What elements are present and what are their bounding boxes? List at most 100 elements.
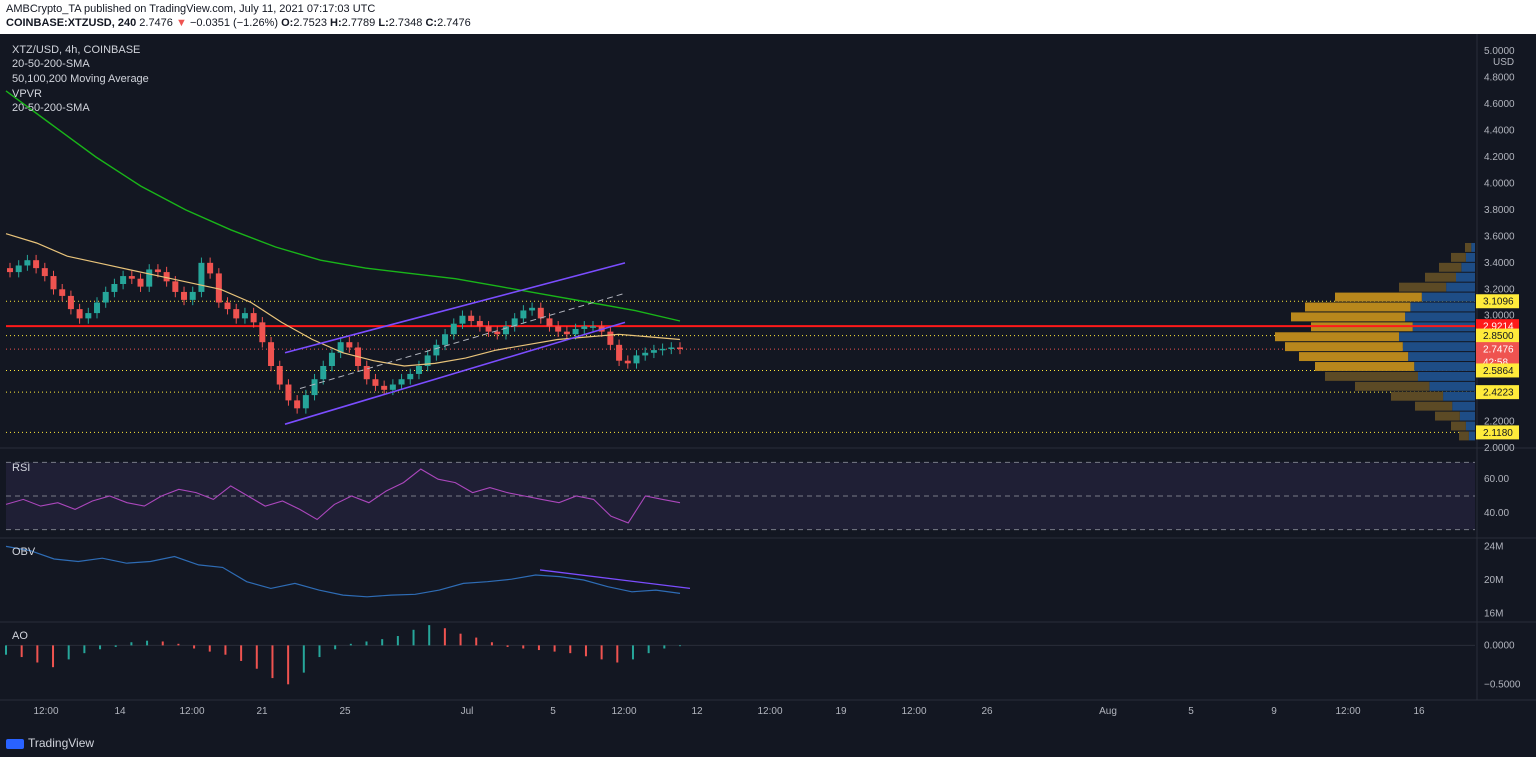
vpvr-bar-down: [1335, 292, 1422, 302]
vpvr-bar-down: [1325, 371, 1418, 381]
vpvr-bar-up: [1429, 381, 1475, 391]
obv-tick-label: 20M: [1484, 575, 1503, 586]
candle-body: [189, 291, 196, 300]
y-tick-label: 2.0000: [1484, 443, 1515, 454]
pane-label-rsi[interactable]: RSI: [12, 462, 31, 474]
candle-body: [677, 347, 683, 349]
y-tick-label: 4.0000: [1484, 178, 1515, 189]
candle-body: [624, 360, 631, 364]
low-label: L:: [378, 17, 389, 29]
candle-body: [207, 262, 214, 274]
indicator-vpvr[interactable]: VPVR: [12, 88, 42, 100]
indicator-moving-average[interactable]: 50,100,200 Moving Average: [12, 73, 149, 85]
tradingview-logo[interactable]: TradingView: [6, 736, 94, 750]
low-value: 2.7348: [388, 17, 423, 29]
publish-line: AMBCrypto_TA published on TradingView.co…: [6, 3, 376, 15]
candle-body: [572, 328, 579, 335]
vpvr-bar-up: [1465, 421, 1475, 431]
candle-body: [41, 268, 48, 277]
pane-label-ao[interactable]: AO: [12, 630, 28, 642]
x-tick-label: 21: [256, 706, 268, 717]
indicator-sma-2[interactable]: 20-50-200-SMA: [12, 102, 90, 114]
vpvr-bar-up: [1461, 262, 1475, 272]
candle-body: [24, 260, 31, 266]
candle-body: [285, 384, 292, 401]
candle-body: [555, 326, 562, 332]
y-tick-label: 3.8000: [1484, 205, 1515, 216]
candle-body: [33, 260, 40, 269]
indicator-pair[interactable]: XTZ/USD, 4h, COINBASE: [12, 44, 141, 56]
y-tick-label: 4.6000: [1484, 99, 1515, 110]
tradingview-logo-icon: [6, 738, 24, 749]
brand-text: TradingView: [28, 736, 95, 750]
price-tag-label: 3.1096: [1483, 297, 1514, 308]
y-tick-label: 3.2000: [1484, 284, 1515, 295]
candle-body: [502, 326, 509, 335]
candle-body: [163, 272, 170, 282]
vpvr-bar-up: [1408, 352, 1475, 362]
vpvr-bar-down: [1305, 302, 1411, 312]
candle-body: [302, 395, 309, 409]
vpvr-bar-up: [1443, 391, 1475, 401]
candle-body: [181, 291, 188, 300]
price-tag: [1476, 294, 1519, 309]
y-tick-label: 3.4000: [1484, 258, 1515, 269]
vpvr-bar-down: [1451, 252, 1466, 262]
candle-body: [537, 307, 544, 319]
candle-body: [268, 342, 275, 366]
vpvr-bar-up: [1456, 272, 1475, 282]
chart-canvas[interactable]: 5.0000 4.8000 4.6000 4.4000 4.2000 4.0000 3.80…: [0, 34, 1536, 728]
candle-body: [102, 291, 109, 303]
x-tick-label: 12:00: [611, 706, 636, 717]
sma-50-line: [5, 233, 681, 367]
pane-label-obv[interactable]: OBV: [12, 546, 36, 558]
candle-body: [250, 313, 257, 323]
candle-body: [589, 326, 596, 328]
x-tick-label: 19: [835, 706, 847, 717]
x-tick-label: Jul: [461, 706, 474, 717]
candle-body: [433, 344, 440, 356]
vpvr-bar-up: [1465, 252, 1475, 262]
candle-body: [468, 315, 475, 322]
candle-body: [563, 331, 570, 335]
x-tick-label: 12:00: [901, 706, 926, 717]
ao-tick-label: −0.5000: [1484, 679, 1521, 690]
high-label: H:: [330, 17, 342, 29]
obv-trendline: [539, 569, 691, 590]
vpvr-bar-up: [1410, 302, 1475, 312]
candle-body: [642, 352, 649, 356]
vpvr-bar-down: [1399, 282, 1447, 292]
vpvr-bar-down: [1275, 332, 1399, 342]
candle-body: [494, 331, 501, 335]
candle-body: [215, 273, 222, 303]
vpvr-bar-down: [1391, 391, 1444, 401]
candle-body: [85, 313, 92, 319]
ao-tick-label: 0.0000: [1484, 640, 1515, 651]
y-tick-label: 2.2000: [1484, 417, 1515, 428]
price-tag-label: 2.7476: [1483, 345, 1514, 356]
vpvr-bar-down: [1285, 342, 1403, 352]
candle-body: [546, 318, 553, 327]
price-tag-label: 2.5864: [1483, 366, 1514, 377]
candle-body: [581, 326, 588, 329]
channel-upper-line: [284, 262, 626, 354]
close-value: 2.7476: [437, 17, 471, 29]
vpvr-bar-down: [1435, 411, 1460, 421]
candle-body: [633, 355, 640, 364]
price-tag-label: 2.9214: [1483, 322, 1514, 333]
x-tick-label: 12:00: [757, 706, 782, 717]
vpvr-bar-up: [1414, 362, 1475, 371]
x-tick-label: 14: [114, 706, 126, 717]
y-tick-label: 4.4000: [1484, 126, 1515, 137]
x-tick-label: 12:00: [33, 706, 58, 717]
indicator-sma-1[interactable]: 20-50-200-SMA: [12, 58, 90, 70]
high-value: 2.7789: [341, 17, 376, 29]
vpvr-bar-up: [1471, 243, 1475, 252]
y-tick-label: 5.0000: [1484, 46, 1515, 57]
candle-body: [259, 322, 266, 343]
candle-body: [616, 344, 623, 361]
candle-body: [320, 366, 327, 380]
chart-header: [0, 0, 1536, 34]
price-tag: [1476, 363, 1519, 378]
channel-lower-line: [284, 321, 626, 425]
